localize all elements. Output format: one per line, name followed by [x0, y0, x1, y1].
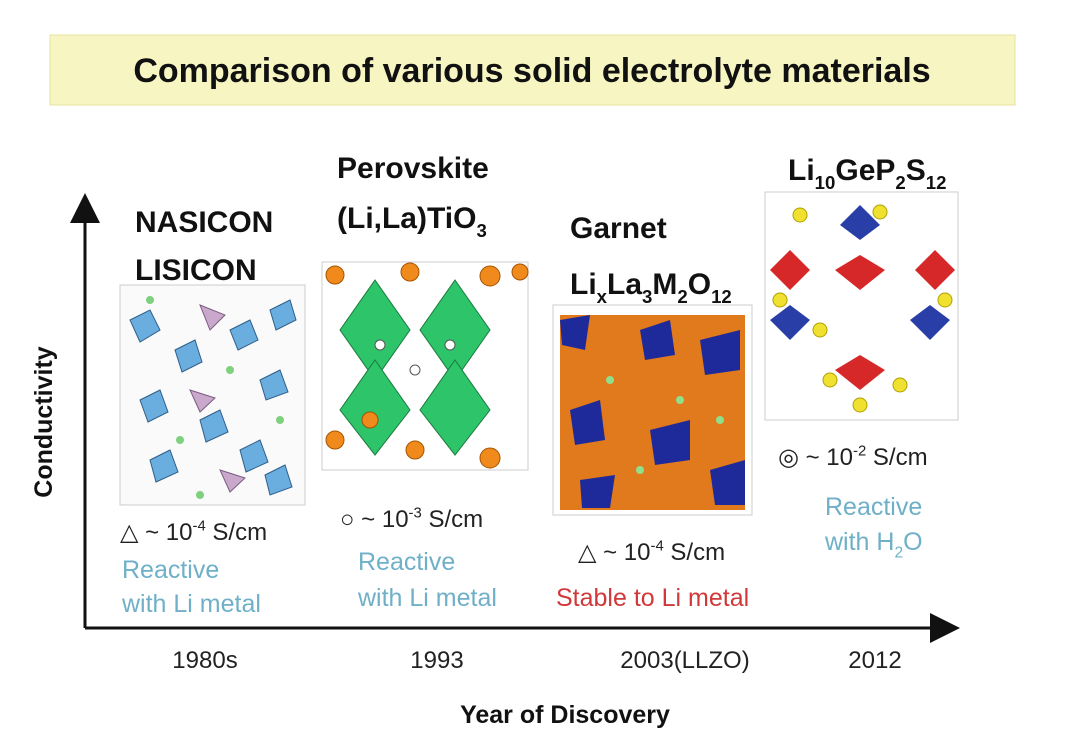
text-run: -4 [193, 518, 206, 534]
text-run: (Li,La)TiO [337, 202, 476, 235]
material-name: Perovskite [337, 152, 489, 185]
text-run: △ ~ 10 [120, 519, 193, 546]
text-run: x [597, 286, 608, 307]
text-run: M [652, 268, 677, 301]
x-axis-label: Year of Discovery [460, 701, 670, 729]
text-run: NASICON [135, 206, 273, 239]
perovskite-structure [321, 261, 529, 471]
material-name: Garnet [570, 212, 667, 245]
text-run: Reactive [825, 493, 922, 521]
text-run: 2 [895, 172, 905, 193]
text-run: S/cm [422, 506, 483, 533]
year-label: 2012 [848, 647, 901, 674]
text-run: -4 [651, 538, 664, 554]
title: Comparison of various solid electrolyte … [133, 52, 930, 90]
text-run: S/cm [866, 444, 927, 471]
note: with Li metal [121, 590, 261, 618]
conductivity: △ ~ 10-4 S/cm [578, 538, 725, 566]
note: Reactive [825, 493, 922, 521]
conductivity: △ ~ 10-4 S/cm [120, 518, 267, 546]
material-name: LixLa3M2O12 [570, 268, 732, 307]
text-run: -2 [853, 443, 866, 459]
text-run: 3 [476, 220, 486, 241]
y-axis-label: Conductivity [30, 346, 58, 497]
material-name: NASICON [135, 206, 273, 239]
conductivity: ○ ~ 10-3 S/cm [340, 505, 483, 533]
note: Reactive [358, 548, 455, 576]
title-box [49, 34, 1016, 106]
text-run: ◎ ~ 10 [778, 444, 853, 471]
text-run: S/cm [206, 519, 267, 546]
text-run: Li [570, 268, 597, 301]
text-run: 2 [677, 286, 687, 307]
year-label: 1980s [172, 647, 237, 674]
text-run: S/cm [664, 539, 725, 566]
text-run: GeP [835, 154, 895, 187]
text-run: LISICON [135, 254, 257, 287]
text-run: O [688, 268, 711, 301]
material-name: Li10GeP2S12 [788, 154, 946, 193]
text-run: 3 [642, 286, 652, 307]
text-run: △ ~ 10 [578, 539, 651, 566]
note: Reactive [122, 556, 219, 584]
text-run: -3 [409, 505, 422, 521]
text-run: O [903, 528, 922, 556]
text-run: Perovskite [337, 152, 489, 185]
text-run: 12 [711, 286, 732, 307]
text-run: 2 [894, 545, 903, 562]
text-run: La [607, 268, 642, 301]
text-run: with H [824, 528, 894, 556]
text-run: Li [788, 154, 815, 187]
text-run: Garnet [570, 212, 667, 245]
note: with Li metal [357, 584, 497, 612]
note: Stable to Li metal [556, 584, 749, 612]
year-label: 1993 [410, 647, 463, 674]
text-run: with Li metal [121, 590, 261, 618]
year-label: 2003(LLZO) [620, 647, 749, 674]
conductivity: ◎ ~ 10-2 S/cm [778, 443, 928, 471]
garnet-structure [552, 304, 753, 516]
material-name: (Li,La)TiO3 [337, 202, 487, 241]
nasicon-structure [119, 284, 306, 506]
lgps-structure [764, 191, 959, 421]
text-run: Reactive [358, 548, 455, 576]
material-name: LISICON [135, 254, 257, 287]
text-run: Stable to Li metal [556, 584, 749, 612]
text-run: Reactive [122, 556, 219, 584]
note: with H2O [824, 528, 923, 562]
text-run: 10 [815, 172, 836, 193]
text-run: with Li metal [357, 584, 497, 612]
text-run: S [906, 154, 926, 187]
text-run: ○ ~ 10 [340, 506, 409, 533]
text-run: 12 [926, 172, 947, 193]
